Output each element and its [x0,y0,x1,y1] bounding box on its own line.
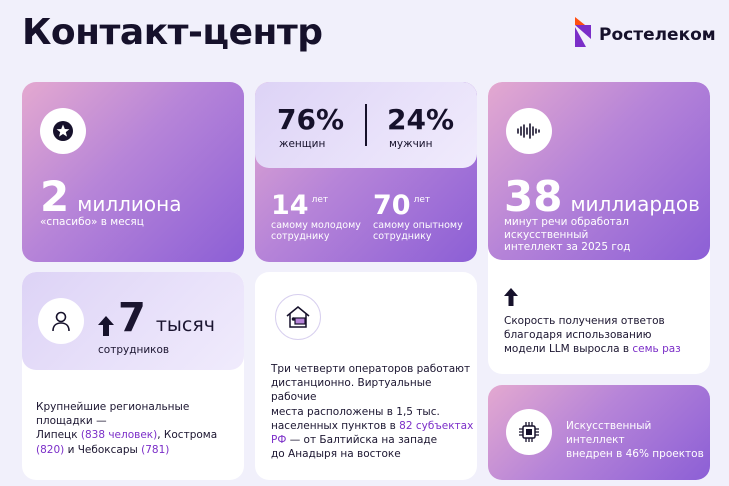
remote-line1: Три четверти операторов работают [271,363,471,375]
divider [365,104,367,146]
gender-card: 76% женщин 24% мужчин 14 лет самому моло… [255,82,477,262]
old-unit: лет [413,195,431,205]
thanks-caption: «спасибо» в месяц [40,216,144,228]
staff-card: 7 тысяч сотрудников Крупнейшие региональ… [22,272,244,480]
regions-cheboksary: и Чебоксары [64,443,142,456]
remote-card: Три четверти операторов работают дистанц… [255,272,477,480]
sound-wave-icon [517,123,540,139]
regions-text: Крупнейшие региональные площадки — Липец… [36,400,244,457]
young-caption-line1: самому молодому [271,220,361,231]
chip-icon [519,422,539,442]
young-unit: лет [311,195,329,205]
ai-card: Искусственный интеллект внедрен в 46% пр… [488,385,710,480]
regions-line1: Крупнейшие региональные площадки — [36,401,190,428]
staff-unit: тысяч [155,314,216,336]
logo-text: Ростелеком [599,25,716,45]
speech-card: 38 миллиардов минут речи обработал искус… [488,82,710,374]
staff-value: 7 [118,295,146,341]
women-percent: 76% [277,103,345,136]
sound-badge [506,108,552,154]
remote-line5-text: — от Балтийска на западе [286,433,438,446]
person-icon [52,311,70,332]
old-caption: самому опытному сотруднику [373,220,463,243]
men-label: мужчин [389,138,433,150]
speech-unit: миллиардов [570,192,700,216]
speed-line3: модели LLM выросла в семь раз [504,342,681,356]
thanks-value: 2 [40,172,70,221]
remote-line5: РФ — от Балтийска на западе [271,433,477,447]
staff-top: 7 тысяч сотрудников [22,272,244,370]
regions-cheboksary-count: (781) [141,443,170,456]
staff-caption: сотрудников [98,344,170,356]
star-badge [40,108,86,154]
home-office-badge [275,294,321,340]
chip-badge [506,409,552,455]
speed-line3-text: модели LLM выросла в [504,343,633,356]
young-value: 14 [271,190,309,221]
speed-highlight: семь раз [632,343,681,356]
page-title: Контакт-центр [22,12,323,53]
old-caption-line2: сотруднику [373,230,432,242]
young-caption: самому молодому сотруднику [271,220,361,243]
remote-line4: населенных пунктов в 82 субъектах [271,419,477,433]
speech-caption-line1: минут речи обработал искусственный [504,216,629,241]
speech-top: 38 миллиардов минут речи обработал искус… [488,82,710,260]
regions-line3: (820) и Чебоксары (781) [36,443,244,457]
thanks-card: 2 миллиона «спасибо» в месяц [22,82,244,262]
women-label: женщин [279,138,326,150]
regions-kostroma-count: (820) [36,443,65,456]
ai-line1: Искусственный интеллект [566,420,652,447]
rostelecom-logo: Ростелеком [572,14,716,50]
speed-line2: благодаря использованию [504,329,652,342]
star-icon [53,121,73,141]
remote-text: Три четверти операторов работают дистанц… [271,362,477,461]
home-office-icon [286,306,310,328]
speed-text: Скорость получения ответов благодаря исп… [504,314,681,357]
regions-lipetsk-count: (838 человек) [80,429,158,442]
remote-line3: места расположены в 1,5 тыс. [271,405,440,418]
old-caption-line1: самому опытному [373,220,463,231]
arrow-up-icon [98,316,114,336]
ai-line2: внедрен в 46% проектов [566,448,704,461]
speed-line1: Скорость получения ответов [504,315,665,327]
speech-caption-line2: интеллект за 2025 год [504,241,631,254]
arrow-up-icon [504,288,518,306]
speech-caption: минут речи обработал искусственный интел… [504,216,710,254]
old-value: 70 [373,190,411,221]
remote-rf-highlight: РФ [271,433,287,446]
remote-regions-highlight: 82 субъектах [399,419,474,432]
regions-kostroma: , Кострома [157,429,218,442]
thanks-unit: миллиона [77,192,182,216]
gender-panel: 76% женщин 24% мужчин [255,82,477,168]
rostelecom-logo-icon [575,17,591,47]
regions-line2: Липецк (838 человек), Кострома [36,428,244,442]
ai-text: Искусственный интеллект внедрен в 46% пр… [566,419,710,462]
remote-line4-text: населенных пунктов в [271,419,400,432]
men-percent: 24% [387,103,455,136]
young-caption-line2: сотруднику [271,230,330,242]
speech-value: 38 [504,172,563,221]
remote-line6: до Анадыря на востоке [271,448,401,461]
remote-line2: дистанционно. Виртуальные рабочие [271,377,432,404]
person-badge [38,298,84,344]
regions-lipetsk: Липецк [36,429,81,442]
